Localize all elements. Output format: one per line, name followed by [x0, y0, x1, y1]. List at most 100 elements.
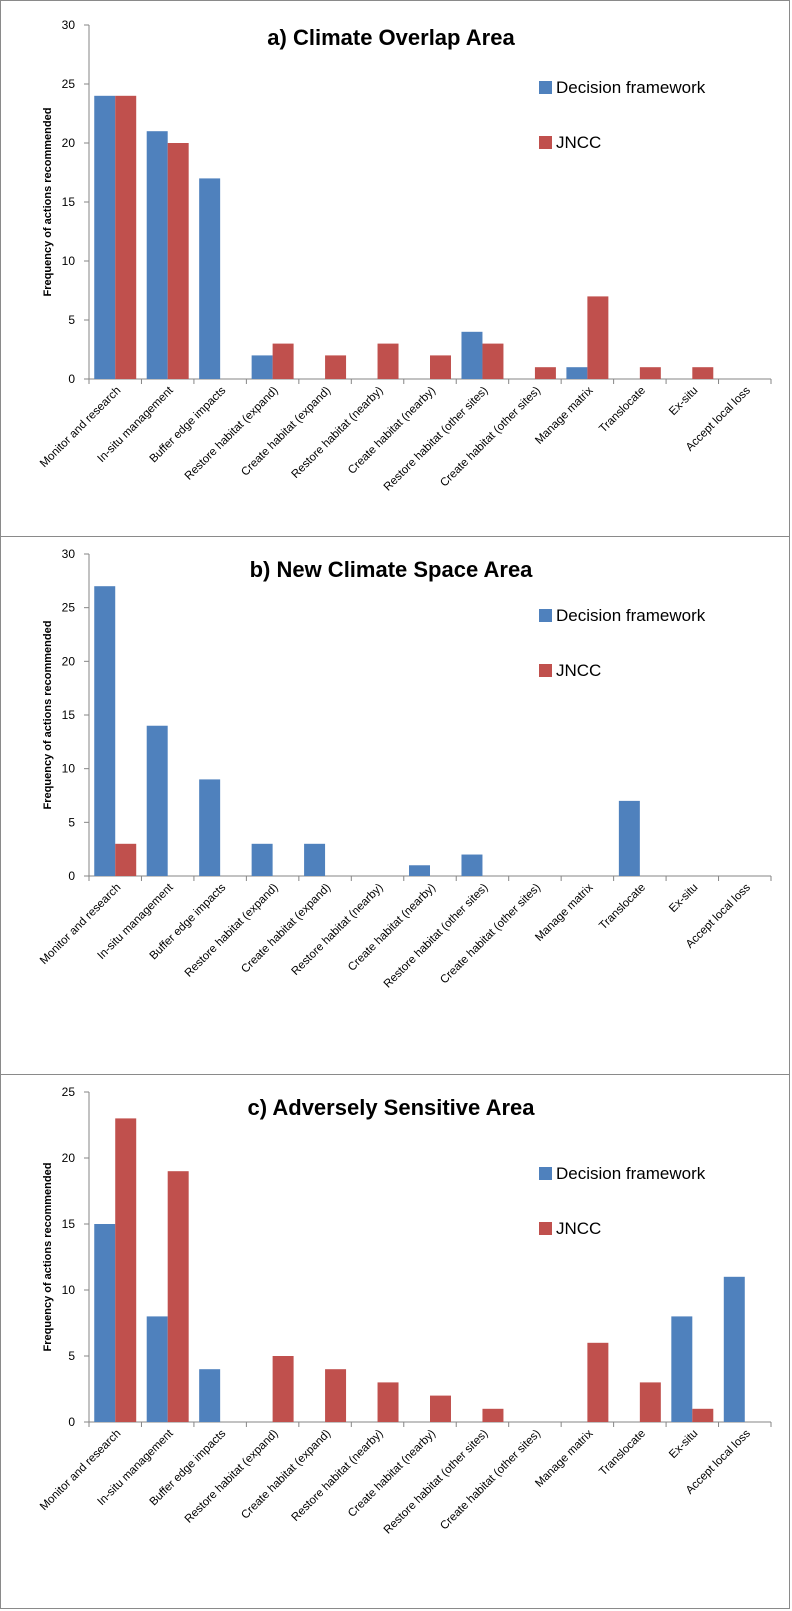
x-category-label-b-5: Restore habitat (nearby) — [289, 882, 385, 978]
x-category-label-b-10: Translocate — [597, 882, 648, 933]
x-category-label-b-6: Create habitat (nearby) — [346, 882, 438, 974]
y-axis-label-b: Frequency of actions recommended — [42, 621, 54, 810]
x-category-label-c-10: Translocate — [597, 1428, 648, 1479]
bar-c-jncc-9 — [587, 1342, 609, 1422]
x-category-label-a-6: Create habitat (nearby) — [346, 385, 438, 477]
bar-a-jncc-8 — [534, 367, 556, 379]
x-category-label-a-5: Restore habitat (nearby) — [289, 385, 385, 481]
chart-svg-c: c) Adversely Sensitive Area Frequency of … — [38, 1085, 772, 1537]
x-category-label-b-11: Ex-situ — [667, 882, 700, 915]
legend-label-b-0: Decision framework — [556, 606, 706, 625]
legend-label-a-1: JNCC — [556, 133, 601, 152]
legend-swatch-c-0 — [539, 1167, 552, 1180]
bar-b-decision-3 — [251, 843, 273, 876]
bar-b-jncc-0 — [115, 843, 137, 876]
x-category-label-c-8: Create habitat (other sites) — [438, 1428, 543, 1533]
bar-b-decision-4 — [304, 843, 326, 876]
legend-swatch-b-0 — [539, 609, 552, 622]
bar-b-decision-0 — [94, 586, 116, 876]
y-tick-label-b-6: 30 — [62, 547, 76, 561]
bar-a-decision-9 — [566, 367, 588, 379]
chart-panel-b: b) New Climate Space Area Frequency of ac… — [0, 536, 790, 1075]
chart-title-c: c) Adversely Sensitive Area — [248, 1095, 536, 1120]
bar-a-jncc-6 — [430, 355, 451, 379]
x-category-label-a-9: Manage matrix — [533, 384, 595, 446]
y-tick-label-a-0: 0 — [68, 372, 75, 386]
bar-a-jncc-10 — [639, 367, 661, 379]
bar-b-decision-1 — [146, 725, 168, 876]
y-tick-label-c-0: 0 — [68, 1415, 75, 1429]
bar-c-jncc-5 — [377, 1382, 399, 1422]
y-axis-label-c: Frequency of actions recommended — [42, 1163, 54, 1352]
y-tick-label-c-1: 5 — [68, 1349, 75, 1363]
bar-b-decision-7 — [461, 854, 483, 876]
bar-b-decision-6 — [409, 865, 430, 876]
bar-c-jncc-4 — [325, 1369, 347, 1422]
bar-c-jncc-10 — [639, 1382, 661, 1422]
chart-panel-c: c) Adversely Sensitive Area Frequency of … — [0, 1074, 790, 1609]
x-category-label-a-7: Restore habitat (other sites) — [382, 385, 491, 494]
legend-label-c-1: JNCC — [556, 1219, 601, 1238]
x-category-label-b-8: Create habitat (other sites) — [438, 882, 543, 987]
x-category-label-b-7: Restore habitat (other sites) — [382, 882, 491, 991]
legend-label-c-0: Decision framework — [556, 1164, 706, 1183]
y-tick-label-a-5: 25 — [62, 77, 76, 91]
y-tick-label-a-6: 30 — [62, 18, 76, 32]
x-category-label-a-3: Restore habitat (expand) — [183, 385, 281, 483]
y-tick-label-b-5: 25 — [62, 601, 76, 615]
bar-a-jncc-4 — [325, 355, 347, 379]
bar-a-jncc-9 — [587, 296, 609, 379]
x-category-label-c-9: Manage matrix — [533, 1427, 595, 1489]
x-category-label-b-9: Manage matrix — [533, 881, 595, 943]
bar-a-decision-1 — [146, 131, 168, 379]
y-axis-label-a: Frequency of actions recommended — [42, 108, 54, 297]
legend-swatch-a-1 — [539, 136, 552, 149]
bar-c-jncc-11 — [692, 1408, 714, 1422]
bar-a-jncc-0 — [115, 95, 137, 380]
x-category-label-c-6: Create habitat (nearby) — [346, 1428, 438, 1520]
chart-svg-b: b) New Climate Space Area Frequency of ac… — [38, 547, 772, 991]
bar-c-decision-12 — [723, 1276, 745, 1422]
x-category-label-c-7: Restore habitat (other sites) — [382, 1428, 491, 1537]
bar-c-decision-1 — [146, 1316, 168, 1422]
bar-c-decision-11 — [671, 1316, 693, 1422]
bar-a-decision-0 — [94, 95, 116, 380]
x-category-label-c-11: Ex-situ — [667, 1428, 700, 1461]
x-category-label-a-11: Ex-situ — [667, 385, 700, 418]
y-tick-label-b-3: 15 — [62, 708, 76, 722]
y-tick-label-c-4: 20 — [62, 1151, 76, 1165]
x-category-label-a-8: Create habitat (other sites) — [438, 385, 543, 490]
y-tick-label-b-1: 5 — [68, 815, 75, 829]
legend-label-a-0: Decision framework — [556, 78, 706, 97]
bar-a-jncc-11 — [692, 367, 714, 379]
y-tick-label-c-5: 25 — [62, 1085, 76, 1099]
y-tick-label-c-3: 15 — [62, 1217, 76, 1231]
x-category-label-a-10: Translocate — [597, 385, 648, 436]
legend-label-b-1: JNCC — [556, 661, 601, 680]
bar-c-jncc-6 — [430, 1395, 451, 1422]
y-tick-label-a-2: 10 — [62, 254, 76, 268]
legend-swatch-c-1 — [539, 1222, 552, 1235]
y-tick-label-b-4: 20 — [62, 654, 76, 668]
x-category-label-c-3: Restore habitat (expand) — [183, 1428, 281, 1526]
chart-panel-a: a) Climate Overlap Area Frequency of acti… — [0, 0, 790, 537]
legend-swatch-b-1 — [539, 664, 552, 677]
x-category-label-b-3: Restore habitat (expand) — [183, 882, 281, 980]
y-tick-label-b-0: 0 — [68, 869, 75, 883]
y-tick-label-b-2: 10 — [62, 762, 76, 776]
bar-c-jncc-7 — [482, 1408, 504, 1422]
x-category-label-a-4: Create habitat (expand) — [239, 385, 333, 479]
chart-title-b: b) New Climate Space Area — [250, 557, 534, 582]
y-tick-label-a-4: 20 — [62, 136, 76, 150]
bar-a-decision-2 — [199, 178, 221, 379]
bar-b-decision-10 — [618, 800, 640, 876]
bar-a-jncc-3 — [272, 343, 294, 379]
bar-b-decision-2 — [199, 779, 221, 876]
bar-c-decision-0 — [94, 1224, 116, 1422]
bar-a-decision-7 — [461, 331, 483, 379]
x-category-label-c-5: Restore habitat (nearby) — [289, 1428, 385, 1524]
bar-a-jncc-5 — [377, 343, 399, 379]
chart-title-a: a) Climate Overlap Area — [267, 25, 515, 50]
bar-c-decision-2 — [199, 1369, 221, 1422]
y-tick-label-c-2: 10 — [62, 1283, 76, 1297]
